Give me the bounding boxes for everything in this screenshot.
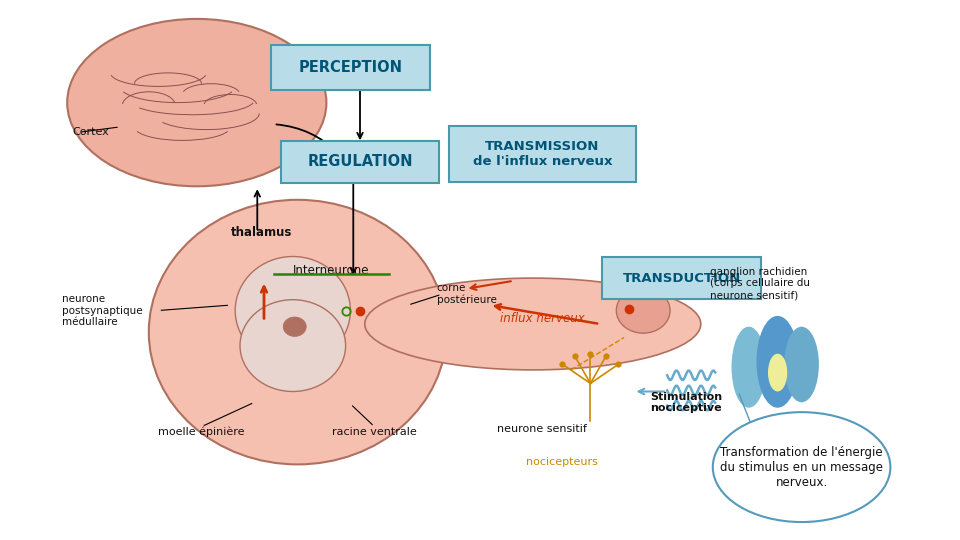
- Text: influx nerveux: influx nerveux: [500, 312, 585, 325]
- Text: neurone sensitif: neurone sensitif: [497, 424, 588, 434]
- Ellipse shape: [67, 19, 326, 186]
- FancyBboxPatch shape: [280, 141, 440, 183]
- Ellipse shape: [365, 278, 701, 370]
- Text: neurone
postsynaptique
médullaire: neurone postsynaptique médullaire: [62, 294, 143, 327]
- Ellipse shape: [283, 317, 306, 336]
- Ellipse shape: [235, 256, 350, 365]
- Text: TRANSMISSION
de l'influx nerveux: TRANSMISSION de l'influx nerveux: [472, 140, 612, 168]
- FancyBboxPatch shape: [603, 257, 760, 299]
- Text: nocicepteurs: nocicepteurs: [526, 457, 597, 467]
- Text: thalamus: thalamus: [230, 226, 292, 239]
- FancyBboxPatch shape: [448, 126, 636, 183]
- Text: Transformation de l'énergie
du stimulus en un message
nerveux.: Transformation de l'énergie du stimulus …: [720, 446, 883, 489]
- Text: moelle épinière: moelle épinière: [158, 427, 245, 437]
- Text: ganglion rachidien
(corps cellulaire du
neurone sensitif): ganglion rachidien (corps cellulaire du …: [710, 267, 810, 300]
- Ellipse shape: [616, 288, 670, 333]
- Text: TRANSDUCTION: TRANSDUCTION: [622, 272, 741, 285]
- Text: Interneurone: Interneurone: [293, 264, 370, 276]
- Ellipse shape: [732, 327, 766, 408]
- Text: Stimulation
nociceptive: Stimulation nociceptive: [650, 392, 723, 413]
- Ellipse shape: [784, 327, 819, 402]
- Text: corne
postérieure: corne postérieure: [437, 283, 496, 306]
- FancyBboxPatch shape: [271, 45, 430, 90]
- Text: racine ventrale: racine ventrale: [332, 427, 417, 437]
- Text: REGULATION: REGULATION: [307, 154, 413, 170]
- Ellipse shape: [712, 412, 890, 522]
- Ellipse shape: [768, 354, 787, 391]
- Ellipse shape: [756, 316, 799, 408]
- Text: Cortex: Cortex: [72, 127, 108, 137]
- Ellipse shape: [149, 200, 446, 464]
- Text: PERCEPTION: PERCEPTION: [299, 60, 402, 75]
- Ellipse shape: [240, 300, 346, 392]
